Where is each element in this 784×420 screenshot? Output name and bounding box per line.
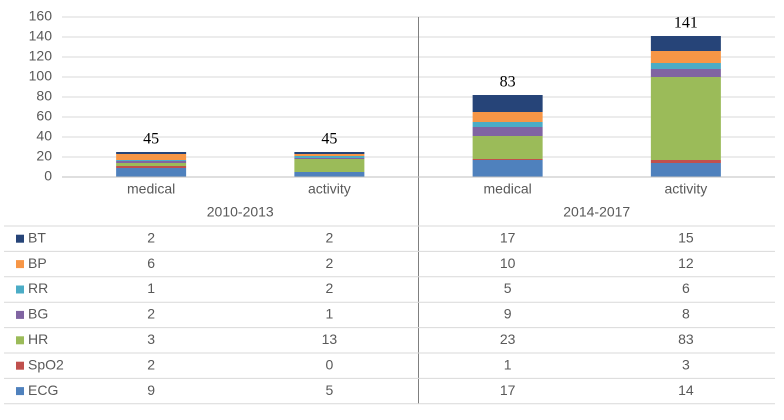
legend-label: BT [28, 229, 46, 245]
bar-segment [116, 168, 187, 177]
bar-segment [294, 154, 365, 156]
bar-segment [294, 159, 365, 172]
legend-label: SpO2 [28, 356, 64, 372]
bar-segment [472, 160, 543, 177]
table-value: 3 [682, 356, 690, 372]
bar-segment [650, 160, 721, 163]
legend-key [16, 234, 24, 243]
legend-key [16, 260, 24, 269]
bar-segment [650, 163, 721, 177]
legend-label: HR [28, 331, 48, 347]
legend-label: BP [28, 255, 47, 271]
group-label: 2010-2013 [207, 204, 274, 220]
bar-segment [650, 36, 721, 51]
bar-segment [472, 136, 543, 159]
bar-segment [472, 127, 543, 136]
table-value: 0 [325, 356, 333, 372]
bar-segment [650, 77, 721, 160]
bar-segment [472, 95, 543, 112]
table-value: 14 [678, 382, 694, 398]
y-tick-label: 40 [36, 128, 52, 144]
bar-segment [116, 166, 187, 168]
table-value: 9 [504, 306, 512, 322]
table-value: 6 [682, 280, 690, 296]
legend-key [16, 310, 24, 319]
total-label: 45 [143, 131, 159, 148]
legend-key [16, 361, 24, 370]
x-tick-label: activity [664, 181, 707, 197]
table-value: 17 [500, 229, 516, 245]
bar-segment [294, 152, 365, 154]
bar-segment [116, 163, 187, 166]
table-value: 17 [500, 382, 516, 398]
table-value: 15 [678, 229, 694, 245]
x-tick-label: medical [127, 181, 175, 197]
table-value: 2 [147, 306, 155, 322]
table-value: 5 [325, 382, 333, 398]
y-tick-label: 140 [29, 28, 53, 44]
y-tick-label: 160 [29, 8, 53, 24]
table-value: 12 [678, 255, 694, 271]
x-tick-label: activity [308, 181, 351, 197]
table-value: 2 [147, 356, 155, 372]
table-value: 1 [325, 306, 333, 322]
bar-segment [116, 152, 187, 154]
bar-segment [116, 154, 187, 160]
legend-label: RR [28, 280, 48, 296]
table-value: 1 [147, 280, 155, 296]
table-value: 10 [500, 255, 516, 271]
table-value: 5 [504, 280, 512, 296]
group-label: 2014-2017 [563, 204, 630, 220]
bar-segment [116, 161, 187, 163]
table-value: 9 [147, 382, 155, 398]
legend-label: BG [28, 306, 48, 322]
legend-key [16, 336, 24, 345]
bar-segment [650, 63, 721, 69]
bar-segment [294, 158, 365, 159]
legend-key [16, 285, 24, 294]
table-value: 6 [147, 255, 155, 271]
table-value: 3 [147, 331, 155, 347]
bar-segment [294, 156, 365, 158]
bar-segment [472, 122, 543, 127]
bar-segment [294, 172, 365, 177]
y-tick-label: 20 [36, 148, 52, 164]
bar-segment [116, 160, 187, 161]
table-value: 2 [325, 255, 333, 271]
table-value: 2 [325, 229, 333, 245]
x-tick-label: medical [484, 181, 532, 197]
legend-label: ECG [28, 382, 58, 398]
table-value: 8 [682, 306, 690, 322]
y-tick-label: 100 [29, 68, 53, 84]
total-label: 45 [321, 131, 337, 148]
bar-segment [472, 159, 543, 160]
table-value: 2 [325, 280, 333, 296]
y-tick-label: 60 [36, 108, 52, 124]
total-label: 83 [500, 74, 516, 91]
table-value: 83 [678, 331, 694, 347]
bar-segment [472, 112, 543, 122]
y-tick-label: 0 [44, 168, 52, 184]
table-value: 13 [322, 331, 338, 347]
table-value: 23 [500, 331, 516, 347]
table-value: 2 [147, 229, 155, 245]
legend-key [16, 387, 24, 396]
y-tick-label: 80 [36, 88, 52, 104]
total-label: 141 [674, 15, 698, 32]
bar-segment [650, 69, 721, 77]
y-tick-label: 120 [29, 48, 53, 64]
bar-segment [650, 51, 721, 63]
table-value: 1 [504, 356, 512, 372]
